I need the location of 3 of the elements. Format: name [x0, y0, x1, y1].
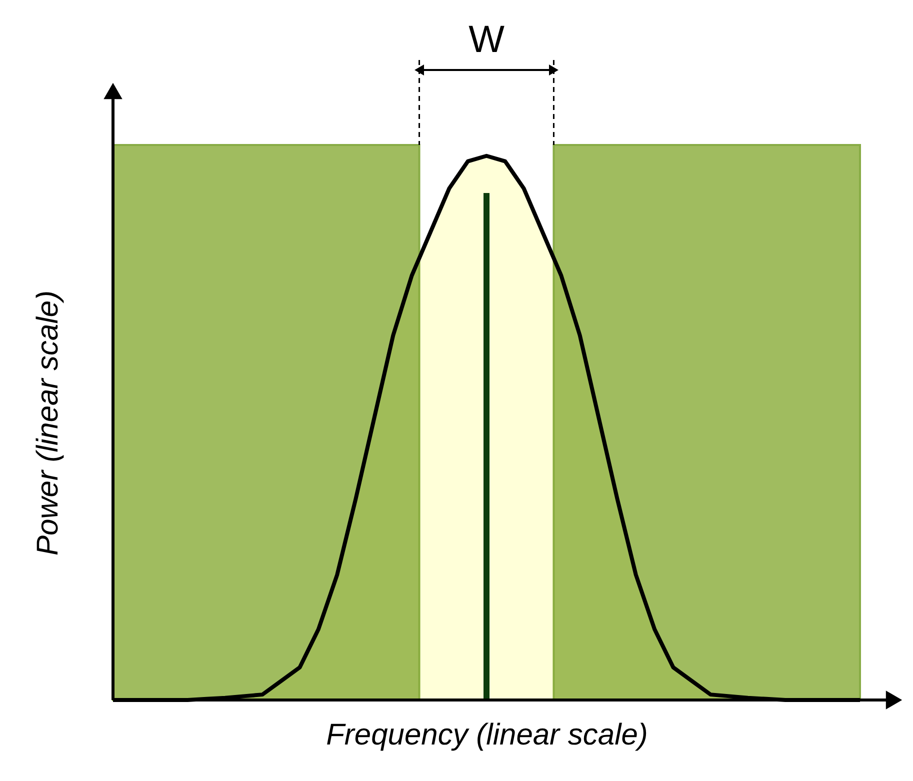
text: W	[468, 19, 505, 61]
y-axis-title: Power (linear scale)	[32, 290, 64, 556]
x-axis-title: Frequency (linear scale)	[326, 718, 648, 752]
